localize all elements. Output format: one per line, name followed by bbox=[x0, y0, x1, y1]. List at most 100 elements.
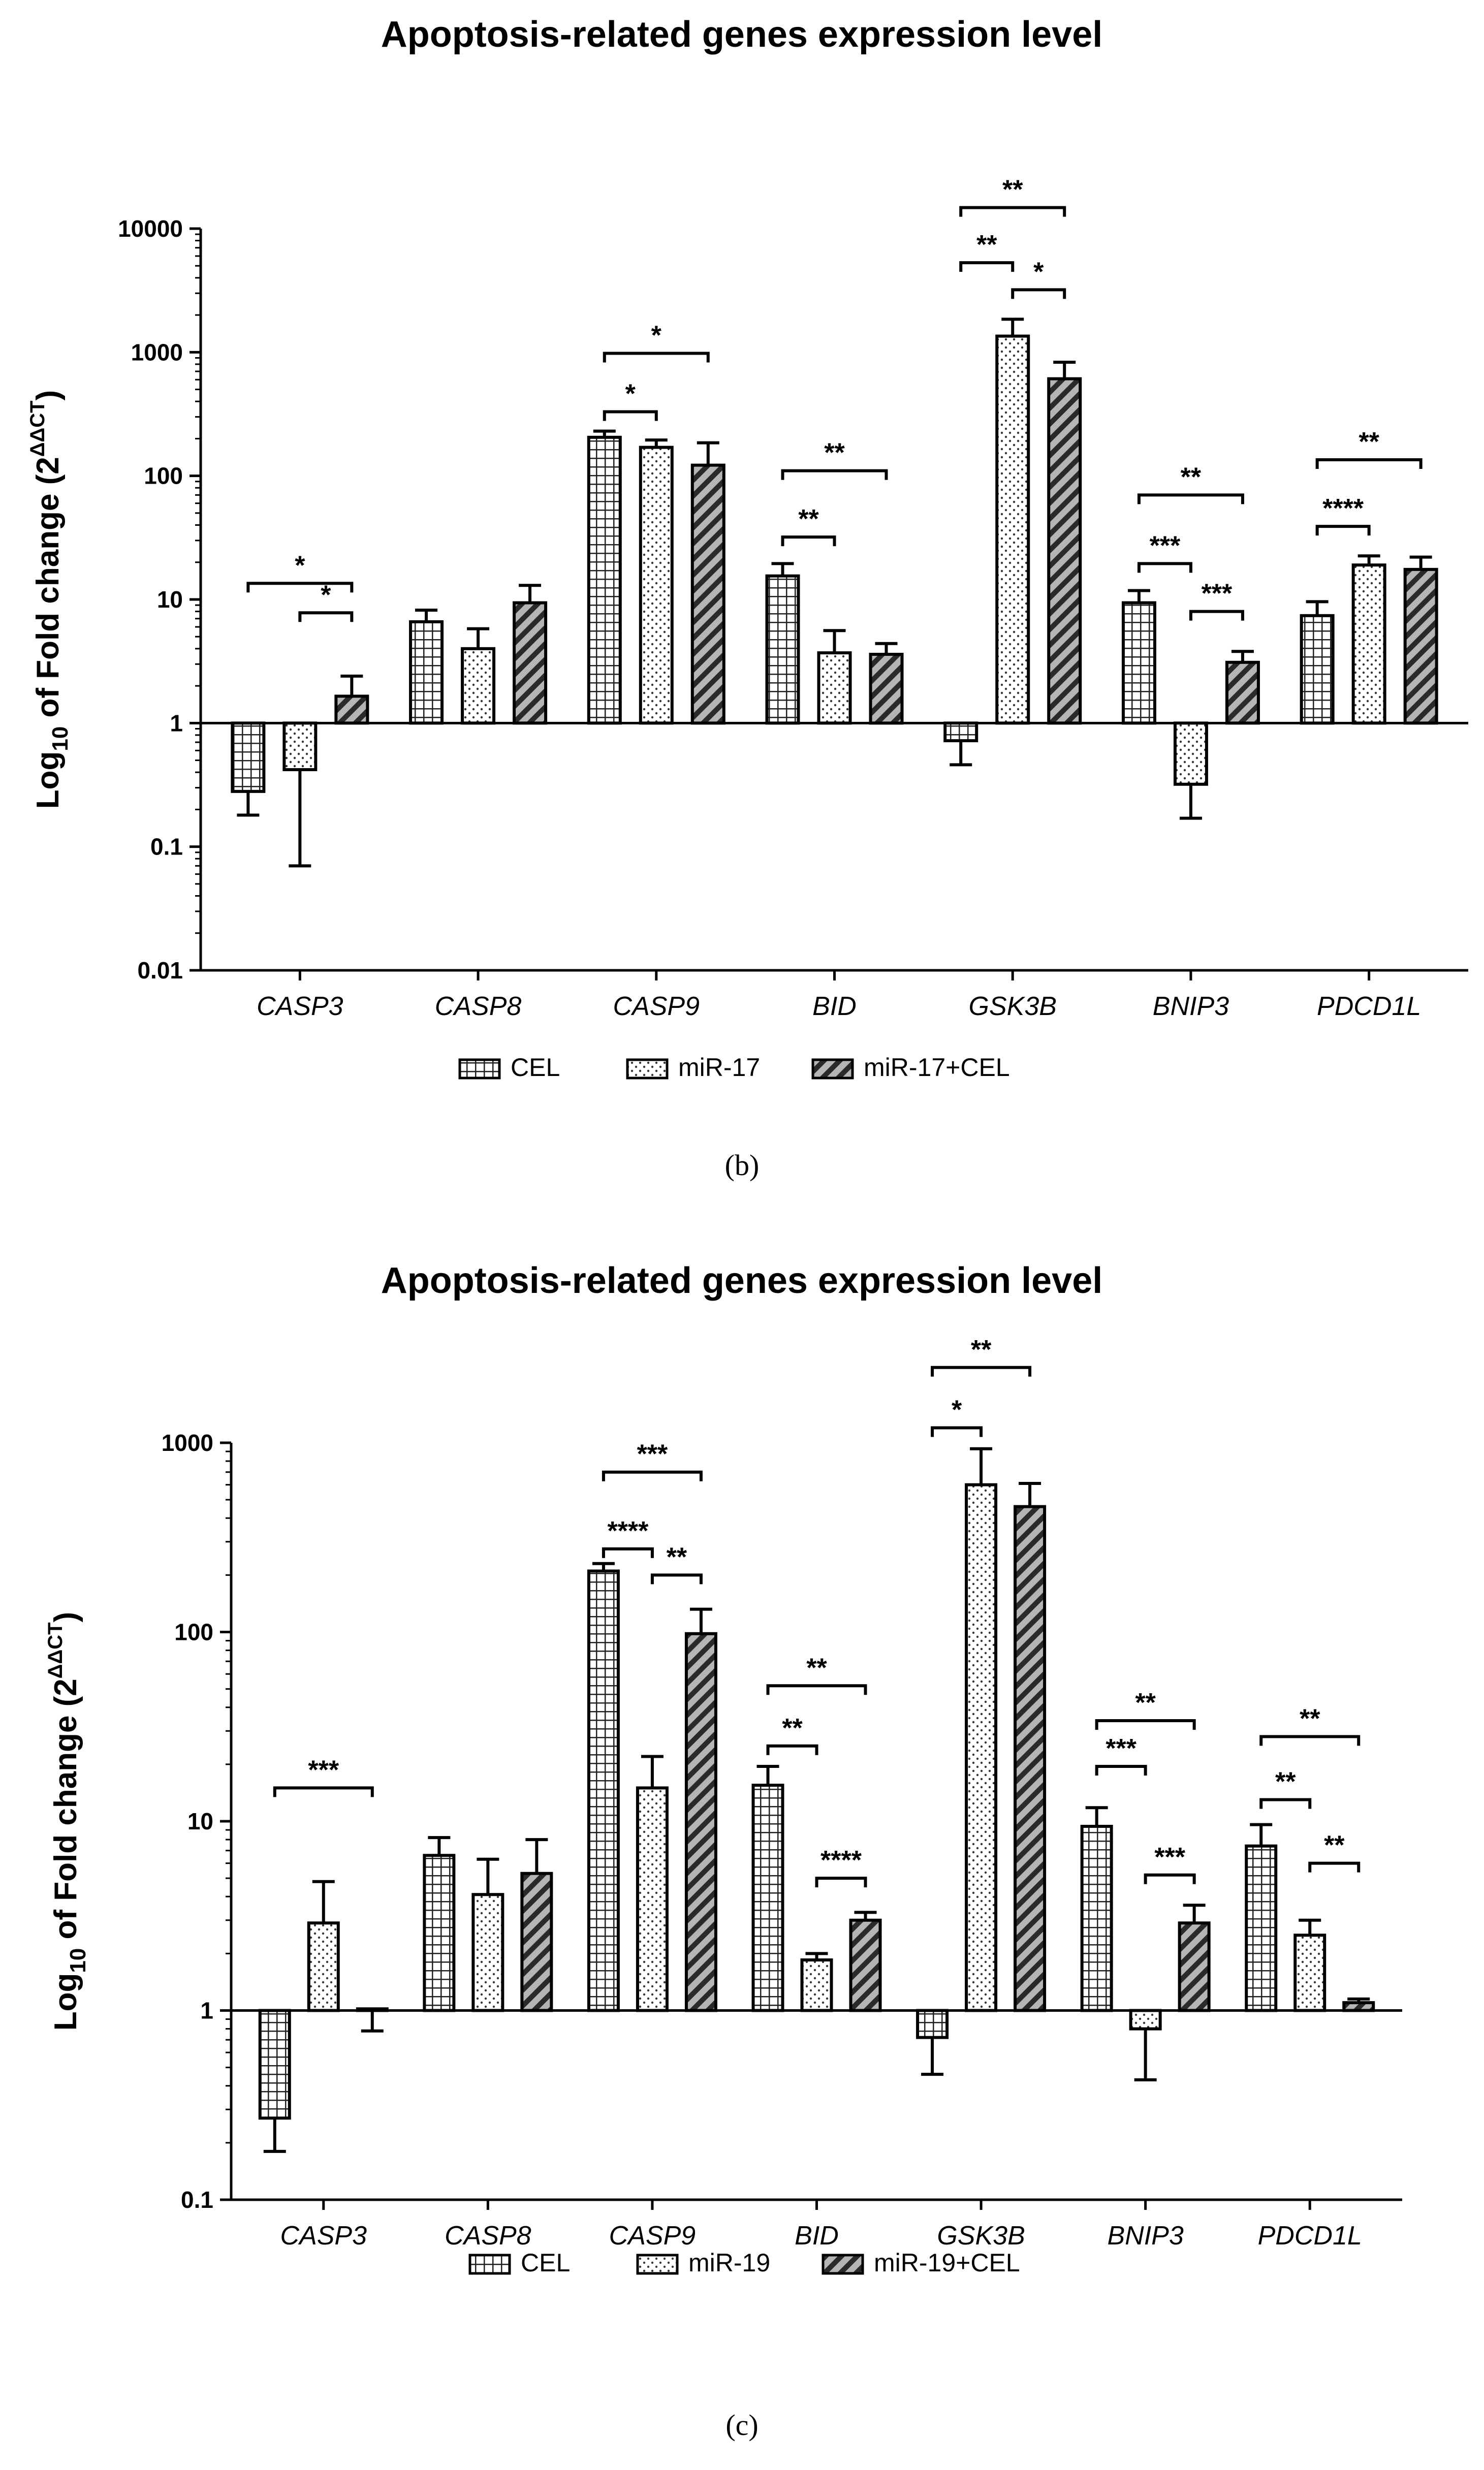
bar-miR-19+CEL-CASP8 bbox=[520, 1872, 553, 2012]
legend-label-miR-19: miR-19 bbox=[688, 2249, 770, 2277]
sig-label-11: *** bbox=[1202, 579, 1233, 609]
y-axis-label: Log10 of Fold change (2ΔΔCT) bbox=[44, 1612, 90, 2031]
sig-label-4: ** bbox=[798, 504, 819, 534]
sig-bracket-14 bbox=[1308, 1861, 1361, 1873]
sig-bracket-3 bbox=[603, 352, 710, 363]
bar-miR-17-PDCD1L bbox=[1351, 563, 1386, 725]
sig-bracket-7 bbox=[959, 206, 1066, 217]
y-tick-label-4: 1 bbox=[170, 710, 183, 736]
legend-swatch-CEL bbox=[468, 2254, 511, 2275]
y-tick-label-1: 100 bbox=[174, 1619, 213, 1645]
sig-label-2: * bbox=[625, 379, 636, 408]
bar-miR-19-BID bbox=[800, 1958, 833, 2012]
x-tick-label-BID: BID bbox=[795, 2221, 839, 2251]
sig-label-1: **** bbox=[607, 1516, 649, 1546]
sig-label-4: ** bbox=[782, 1714, 803, 1743]
bar-miR-19-BNIP3 bbox=[1129, 2009, 1162, 2031]
sig-label-8: * bbox=[1033, 257, 1044, 287]
y-tick-label-0: 10000 bbox=[118, 215, 183, 242]
bar-CEL-CASP3 bbox=[258, 2009, 291, 2120]
bar-miR-19+CEL-BID bbox=[849, 1918, 882, 2012]
bar-miR-19-PDCD1L bbox=[1293, 1934, 1327, 2012]
sig-label-12: **** bbox=[1322, 494, 1364, 523]
sig-bracket-9 bbox=[1095, 1764, 1147, 1776]
sig-bracket-5 bbox=[766, 1684, 867, 1695]
sig-bracket-13 bbox=[1259, 1735, 1361, 1746]
bar-miR-17+CEL-PDCD1L bbox=[1403, 567, 1438, 725]
x-tick-label-BNIP3: BNIP3 bbox=[1153, 992, 1229, 1021]
sig-bracket-0 bbox=[273, 1786, 374, 1797]
sig-bracket-11 bbox=[1189, 610, 1244, 621]
bar-miR-17-BID bbox=[817, 651, 852, 725]
bar-miR-17-BNIP3 bbox=[1173, 721, 1208, 786]
legend-swatch-CEL bbox=[458, 1058, 501, 1080]
x-tick-label-CASP3: CASP3 bbox=[280, 2221, 367, 2251]
sig-label-0: * bbox=[295, 551, 305, 580]
bar-CEL-CASP3 bbox=[231, 721, 266, 793]
sig-bracket-2 bbox=[602, 1470, 703, 1481]
sig-bracket-4 bbox=[766, 1744, 818, 1755]
sig-label-3: ** bbox=[667, 1542, 687, 1572]
bar-miR-17-GSK3B bbox=[995, 334, 1030, 725]
y-tick-label-0: 1000 bbox=[162, 1430, 213, 1456]
bar-miR-17-CASP8 bbox=[461, 647, 496, 725]
y-tick-label-3: 1 bbox=[200, 1998, 213, 2024]
bar-miR-19-CASP3 bbox=[307, 1921, 340, 2012]
sig-label-12: ** bbox=[1275, 1767, 1296, 1797]
y-axis-label: Log10 of Fold change (2ΔΔCT) bbox=[26, 390, 73, 809]
x-tick-label-BID: BID bbox=[812, 992, 857, 1021]
sig-label-0: *** bbox=[308, 1755, 339, 1785]
bar-miR-17+CEL-CASP8 bbox=[513, 601, 548, 725]
legend-swatch-miR-19 bbox=[636, 2254, 679, 2275]
bar-CEL-PDCD1L bbox=[1245, 1844, 1278, 2012]
legend-swatch-miR-17+CEL bbox=[811, 1058, 854, 1080]
sig-label-6: ** bbox=[976, 230, 997, 260]
chart-c-svg: Apoptosis-related genes expression level… bbox=[44, 1260, 1402, 2277]
bar-CEL-BID bbox=[765, 574, 800, 725]
sig-label-13: ** bbox=[1300, 1704, 1320, 1733]
y-tick-label-3: 10 bbox=[157, 586, 183, 613]
sig-label-9: *** bbox=[1106, 1734, 1136, 1763]
bar-CEL-CASP9 bbox=[587, 1569, 620, 2012]
sig-label-10: ** bbox=[1181, 462, 1202, 492]
sig-bracket-7 bbox=[931, 1426, 983, 1437]
sig-label-5: ** bbox=[806, 1653, 827, 1683]
sig-label-1: * bbox=[321, 580, 331, 610]
legend-swatch-miR-19+CEL bbox=[822, 2254, 864, 2275]
bar-CEL-BID bbox=[751, 1784, 784, 2012]
chart-title: Apoptosis-related genes expression level bbox=[381, 1260, 1103, 1301]
bar-miR-19-CASP8 bbox=[471, 1893, 504, 2012]
bar-CEL-CASP8 bbox=[423, 1854, 456, 2012]
sig-label-14: ** bbox=[1324, 1831, 1345, 1860]
bar-miR-17+CEL-CASP9 bbox=[690, 463, 725, 725]
caption-c: (c) bbox=[725, 2409, 759, 2442]
bar-miR-19+CEL-CASP9 bbox=[684, 1632, 717, 2012]
x-tick-label-CASP8: CASP8 bbox=[435, 992, 522, 1021]
sig-label-9: *** bbox=[1150, 531, 1181, 560]
x-tick-label-GSK3B: GSK3B bbox=[937, 2221, 1025, 2251]
sig-bracket-1 bbox=[298, 611, 354, 622]
sig-bracket-9 bbox=[1137, 562, 1192, 573]
sig-label-5: ** bbox=[824, 438, 845, 468]
x-tick-label-PDCD1L: PDCD1L bbox=[1317, 992, 1421, 1021]
sig-bracket-1 bbox=[602, 1547, 654, 1558]
sig-bracket-13 bbox=[1315, 458, 1423, 469]
legend-label-CEL: CEL bbox=[511, 1053, 560, 1082]
sig-bracket-10 bbox=[1095, 1719, 1196, 1730]
sig-bracket-3 bbox=[650, 1573, 703, 1585]
sig-bracket-10 bbox=[1137, 493, 1244, 504]
sig-bracket-12 bbox=[1259, 1798, 1312, 1809]
sig-bracket-11 bbox=[1144, 1873, 1196, 1884]
sig-bracket-2 bbox=[603, 410, 658, 421]
legend-swatch-miR-17 bbox=[626, 1058, 669, 1080]
y-tick-label-4: 0.1 bbox=[181, 2187, 213, 2213]
bar-miR-19+CEL-BNIP3 bbox=[1178, 1921, 1211, 2012]
sig-label-7: * bbox=[952, 1396, 962, 1425]
x-tick-label-CASP9: CASP9 bbox=[613, 992, 700, 1021]
bar-miR-17+CEL-GSK3B bbox=[1047, 377, 1082, 725]
sig-bracket-0 bbox=[246, 582, 354, 593]
chart-b-svg: Apoptosis-related genes expression level… bbox=[26, 14, 1468, 1082]
sig-label-6: **** bbox=[820, 1846, 862, 1875]
bar-miR-17+CEL-BNIP3 bbox=[1225, 660, 1260, 725]
x-tick-label-BNIP3: BNIP3 bbox=[1107, 2221, 1183, 2251]
